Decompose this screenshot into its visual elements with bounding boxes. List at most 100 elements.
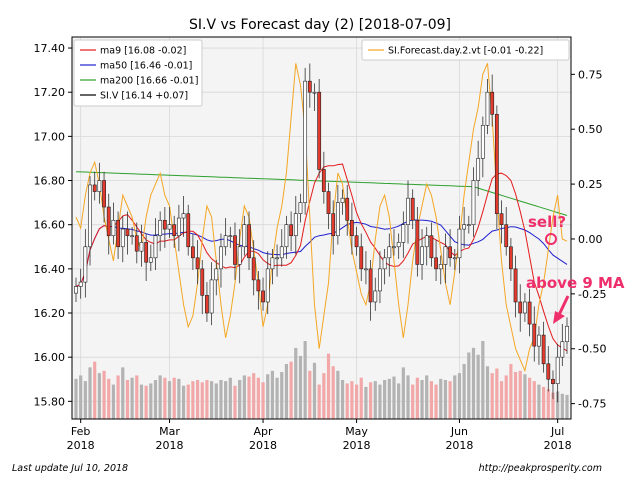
left-tick-label: 16.80 bbox=[34, 175, 66, 188]
candle-body bbox=[200, 268, 205, 296]
volume-bar bbox=[392, 376, 396, 419]
footer-last-update: Last update Jul 10, 2018 bbox=[12, 463, 128, 474]
candle-body bbox=[326, 191, 331, 214]
candle-body bbox=[209, 279, 214, 314]
volume-bar bbox=[462, 363, 466, 419]
candle-body bbox=[462, 224, 467, 230]
volume-bar bbox=[270, 370, 274, 419]
volume-bar bbox=[224, 381, 228, 419]
volume-bar bbox=[546, 389, 550, 419]
volume-bar bbox=[167, 381, 172, 419]
volume-bar bbox=[200, 382, 204, 419]
candle-body bbox=[532, 323, 537, 347]
volume-bar bbox=[425, 375, 429, 419]
x-tick-month: Feb bbox=[71, 425, 90, 438]
candle-body bbox=[508, 246, 513, 270]
candle-body bbox=[214, 268, 219, 281]
candle-body bbox=[490, 91, 495, 115]
volume-bar bbox=[107, 378, 111, 419]
volume-bar bbox=[280, 371, 284, 419]
candle-body bbox=[256, 279, 261, 292]
candle-body bbox=[471, 180, 476, 225]
volume-bar bbox=[476, 354, 480, 419]
candle-body bbox=[485, 91, 490, 126]
candle-body bbox=[228, 235, 233, 238]
candle-body bbox=[191, 246, 195, 259]
candle-body bbox=[480, 125, 485, 159]
candle-body bbox=[551, 378, 555, 384]
volume-bar bbox=[340, 380, 345, 419]
candle-body bbox=[261, 290, 265, 303]
candle-body bbox=[448, 246, 452, 259]
volume-bar bbox=[312, 362, 317, 419]
volume-bar bbox=[542, 386, 546, 419]
volume-bar bbox=[518, 370, 522, 419]
candle-body bbox=[331, 213, 336, 237]
legend-right-box bbox=[361, 39, 570, 61]
volume-bar bbox=[102, 370, 106, 419]
volume-bar bbox=[83, 381, 87, 419]
volume-bar bbox=[97, 373, 101, 419]
volume-bar bbox=[130, 377, 134, 419]
candle-body bbox=[457, 228, 462, 259]
volume-bar bbox=[322, 373, 326, 419]
volume-bar bbox=[509, 363, 513, 419]
candle-body bbox=[452, 257, 457, 260]
candle-body bbox=[424, 235, 429, 248]
volume-bar bbox=[186, 384, 190, 419]
candle-body bbox=[139, 242, 144, 252]
candle-body bbox=[396, 242, 401, 248]
candle-body bbox=[307, 80, 312, 93]
volume-bar bbox=[284, 363, 289, 419]
candle-body bbox=[410, 197, 415, 221]
candle-body bbox=[251, 257, 256, 281]
volume-bar bbox=[457, 373, 462, 419]
volume-bar bbox=[467, 352, 471, 419]
candle-body bbox=[120, 228, 125, 248]
candle-body bbox=[270, 257, 275, 270]
volume-bar bbox=[247, 376, 251, 419]
volume-bar bbox=[158, 375, 162, 419]
volume-bar bbox=[275, 377, 279, 419]
volume-bar bbox=[429, 381, 433, 419]
volume-bar bbox=[439, 378, 443, 419]
candle-body bbox=[303, 80, 308, 203]
candle-body bbox=[247, 224, 251, 259]
candle-body bbox=[312, 91, 317, 94]
candle-body bbox=[378, 268, 382, 292]
volume-bar bbox=[93, 361, 97, 419]
candle-body bbox=[265, 268, 270, 303]
candle-body bbox=[219, 246, 223, 270]
candle-body bbox=[494, 113, 499, 214]
left-tick-label: 16.40 bbox=[34, 263, 66, 276]
volume-bar bbox=[420, 380, 424, 419]
plot-frame bbox=[71, 36, 572, 420]
volume-bar bbox=[397, 383, 401, 419]
candle-body bbox=[125, 228, 130, 237]
volume-bar bbox=[233, 385, 237, 419]
volume-bar bbox=[401, 367, 405, 419]
candle-body bbox=[504, 224, 509, 248]
volume-bar bbox=[331, 366, 335, 419]
legend-label-ma9: ma9 [16.08 -0.02] bbox=[100, 46, 186, 57]
right-axis: 0.75 0.50 0.25 0.00 -0.25 -0.50 -0.75 bbox=[571, 68, 606, 411]
volume-bar bbox=[354, 384, 359, 419]
candle-body bbox=[537, 334, 541, 347]
candle-body bbox=[401, 224, 406, 243]
volume-bar bbox=[317, 384, 321, 419]
candle-body bbox=[237, 246, 242, 265]
volume-bar bbox=[373, 381, 377, 419]
legend-right: SI.Forecast.day.2.vt [-0.01 -0.22] bbox=[361, 39, 570, 61]
candle-body bbox=[555, 356, 560, 384]
volume-bar bbox=[242, 375, 246, 419]
volume-bar bbox=[387, 378, 391, 419]
candle-body bbox=[134, 235, 139, 252]
volume-bar bbox=[513, 371, 518, 419]
candle-body bbox=[349, 219, 354, 237]
volume-bar bbox=[294, 347, 298, 419]
candle-body bbox=[546, 363, 551, 380]
candle-body bbox=[97, 180, 102, 192]
volume-bar bbox=[205, 380, 209, 419]
left-axis: 17.40 17.20 17.00 16.80 16.60 16.40 16.20 16.00… bbox=[34, 42, 72, 408]
candle-body bbox=[130, 235, 135, 238]
